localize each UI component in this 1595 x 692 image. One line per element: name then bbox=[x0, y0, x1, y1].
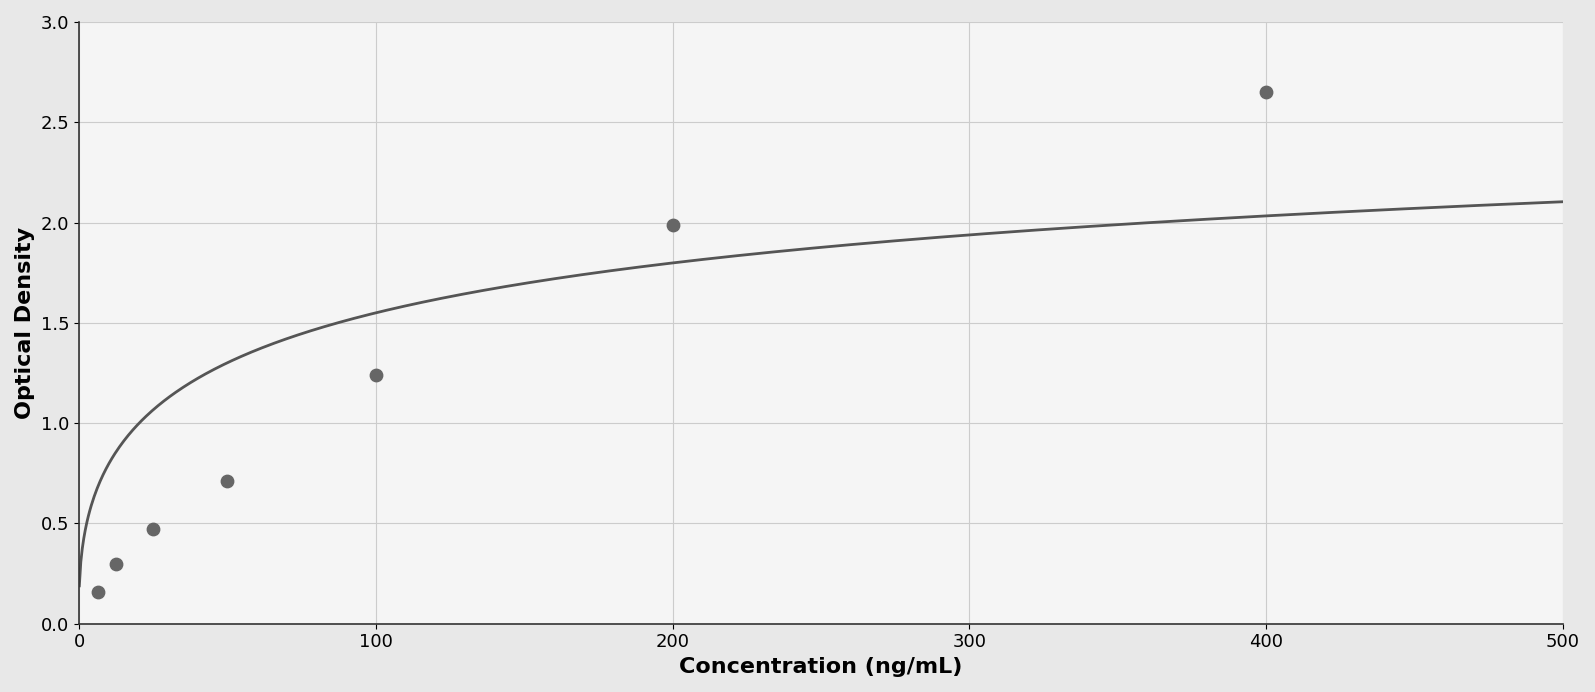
Y-axis label: Optical Density: Optical Density bbox=[14, 227, 35, 419]
Point bbox=[104, 558, 129, 569]
Point bbox=[364, 370, 389, 381]
Point bbox=[140, 524, 166, 535]
X-axis label: Concentration (ng/mL): Concentration (ng/mL) bbox=[679, 657, 963, 677]
Point bbox=[660, 219, 686, 230]
Point bbox=[1254, 86, 1279, 98]
Point bbox=[85, 586, 110, 597]
Point bbox=[215, 476, 241, 487]
